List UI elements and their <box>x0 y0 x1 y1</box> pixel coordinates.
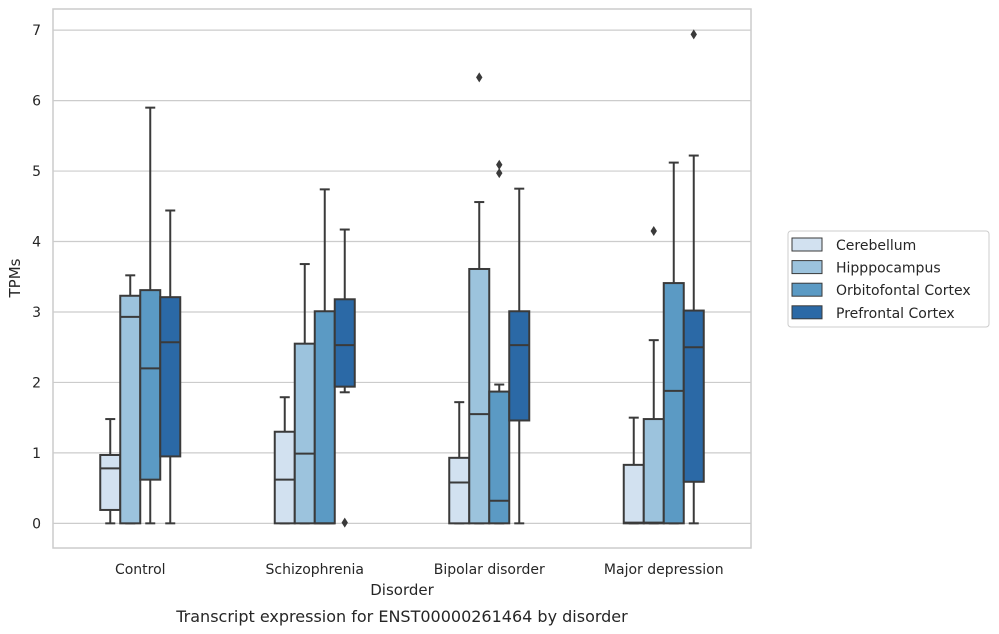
x-axis-title: Disorder <box>370 581 434 599</box>
box-plot <box>622 416 645 525</box>
y-tick-label: 0 <box>32 516 41 532</box>
outlier-point <box>476 72 483 83</box>
y-axis-title: TPMs <box>6 258 24 298</box>
legend-swatch <box>791 260 823 275</box>
legend-swatch <box>791 305 823 320</box>
box-plot <box>293 263 316 525</box>
y-tick-labels: 0 1 2 3 4 5 6 7 <box>32 23 41 532</box>
chart-caption: Transcript expression for ENST0000026146… <box>175 607 628 626</box>
x-tick-label: Schizophrenia <box>266 562 364 578</box>
box-plots <box>99 29 705 528</box>
box-iqr <box>293 342 316 525</box>
box-plot <box>682 29 705 525</box>
outlier-point <box>496 159 503 170</box>
box-plot <box>273 396 296 525</box>
legend-label: Hipppocampus <box>836 261 941 277</box>
box-iqr <box>622 463 645 525</box>
box-iqr <box>662 282 685 525</box>
plot-frame <box>52 8 752 549</box>
y-tick-label: 4 <box>32 235 41 251</box>
box-iqr <box>159 296 182 458</box>
legend-swatch <box>791 282 823 297</box>
box-plot <box>508 187 531 525</box>
box-plot <box>313 188 336 525</box>
y-tick-label: 2 <box>32 375 41 391</box>
legend-label: Prefrontal Cortex <box>836 306 955 322</box>
box-plot <box>119 274 142 525</box>
box-iqr <box>139 289 162 481</box>
box-iqr <box>682 309 705 483</box>
outlier-point <box>496 168 503 179</box>
box-iqr <box>99 453 122 511</box>
box-plot <box>642 225 665 525</box>
box-plot <box>139 106 162 525</box>
box-iqr <box>333 298 356 388</box>
x-tick-label: Major depression <box>604 562 724 578</box>
box-iqr <box>508 310 531 422</box>
x-tick-labels: Control Schizophrenia Bipolar disorder Majo… <box>115 562 724 578</box>
outlier-point <box>650 225 657 236</box>
box-iqr <box>642 418 665 525</box>
box-iqr <box>488 390 511 525</box>
legend: Cerebellum Hipppocampus Orbitofontal Corte… <box>787 230 990 328</box>
y-tick-label: 1 <box>32 446 41 462</box>
y-tick-label: 3 <box>32 305 41 321</box>
y-tick-label: 7 <box>32 23 41 39</box>
box-plot <box>468 72 491 525</box>
legend-swatch <box>791 237 823 252</box>
y-tick-label: 5 <box>32 164 41 180</box>
box-plot <box>662 161 685 525</box>
x-tick-label: Control <box>115 562 166 578</box>
legend-label: Orbitofontal Cortex <box>836 283 971 299</box>
box-iqr <box>313 310 336 525</box>
box-plot <box>333 228 356 528</box>
box-plot <box>99 418 122 525</box>
box-plot <box>488 159 511 525</box>
box-plot <box>159 209 182 525</box>
outlier-point <box>690 29 697 40</box>
box-plot <box>448 401 471 525</box>
box-iqr <box>448 456 471 525</box>
box-iqr <box>273 430 296 525</box>
y-tick-label: 6 <box>32 94 41 110</box>
box-iqr <box>119 294 142 525</box>
legend-label: Cerebellum <box>836 238 916 254</box>
box-iqr <box>468 267 491 525</box>
outlier-point <box>341 517 348 528</box>
x-tick-label: Bipolar disorder <box>434 562 545 578</box>
legend-frame <box>787 230 990 328</box>
